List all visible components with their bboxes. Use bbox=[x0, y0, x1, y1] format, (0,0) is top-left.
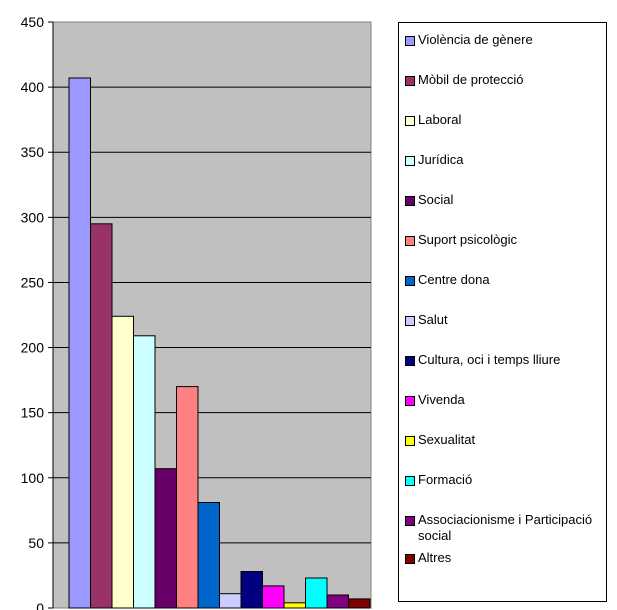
bar bbox=[240, 571, 263, 609]
bar bbox=[154, 468, 177, 609]
legend-label: Centre dona bbox=[418, 272, 490, 287]
y-tick-label: 250 bbox=[21, 274, 45, 290]
y-tick-label: 0 bbox=[36, 600, 44, 610]
legend-swatch bbox=[405, 76, 415, 86]
y-tick-label: 100 bbox=[21, 470, 45, 486]
legend: Violència de gènere Mòbil de protecció Lab… bbox=[398, 22, 607, 602]
legend-label: Associacionisme i Participació social bbox=[418, 512, 593, 543]
legend-swatch bbox=[405, 116, 415, 126]
bar bbox=[305, 577, 328, 609]
legend-swatch bbox=[405, 516, 415, 526]
legend-swatch bbox=[405, 156, 415, 166]
legend-swatch bbox=[405, 316, 415, 326]
bar bbox=[68, 77, 91, 609]
bar bbox=[176, 386, 199, 609]
legend-label: Cultura, oci i temps lliure bbox=[418, 352, 561, 367]
y-tick-label: 350 bbox=[21, 144, 45, 160]
legend-label: Violència de gènere bbox=[418, 32, 533, 47]
legend-label: Salut bbox=[418, 312, 448, 327]
bar bbox=[326, 594, 349, 609]
legend-swatch bbox=[405, 356, 415, 366]
legend-label: Sexualitat bbox=[418, 432, 476, 447]
bars bbox=[68, 77, 371, 609]
legend-swatch bbox=[405, 276, 415, 286]
legend-label: Jurídica bbox=[418, 152, 464, 167]
legend-swatch bbox=[405, 476, 415, 486]
legend-label: Laboral bbox=[418, 112, 462, 127]
y-tick-label: 400 bbox=[21, 79, 45, 95]
y-axis-ticks: 0 50 100 150 200 250 300 350 400 450 bbox=[21, 14, 53, 610]
bar bbox=[111, 315, 134, 609]
bar bbox=[197, 502, 220, 609]
legend-label: Suport psicològic bbox=[418, 232, 517, 247]
legend-swatch bbox=[405, 236, 415, 246]
legend-label: Vivenda bbox=[418, 392, 465, 407]
legend-label: Formació bbox=[418, 472, 473, 487]
bar bbox=[133, 335, 156, 609]
bar bbox=[90, 223, 113, 609]
legend-label: Mòbil de protecció bbox=[418, 72, 524, 87]
legend-swatch bbox=[405, 396, 415, 406]
bar bbox=[262, 585, 285, 609]
y-tick-label: 150 bbox=[21, 405, 45, 421]
legend-label: Altres bbox=[418, 550, 452, 565]
legend-swatch bbox=[405, 196, 415, 206]
y-tick-label: 300 bbox=[21, 209, 45, 225]
y-tick-label: 200 bbox=[21, 340, 45, 356]
bar bbox=[219, 593, 242, 609]
bar bbox=[348, 598, 371, 609]
y-tick-label: 50 bbox=[28, 535, 44, 551]
legend-swatch bbox=[405, 36, 415, 46]
y-tick-label: 450 bbox=[21, 14, 45, 30]
legend-label: Social bbox=[418, 192, 454, 207]
legend-swatch bbox=[405, 436, 415, 446]
legend-swatch bbox=[405, 554, 415, 564]
bar bbox=[283, 602, 306, 609]
